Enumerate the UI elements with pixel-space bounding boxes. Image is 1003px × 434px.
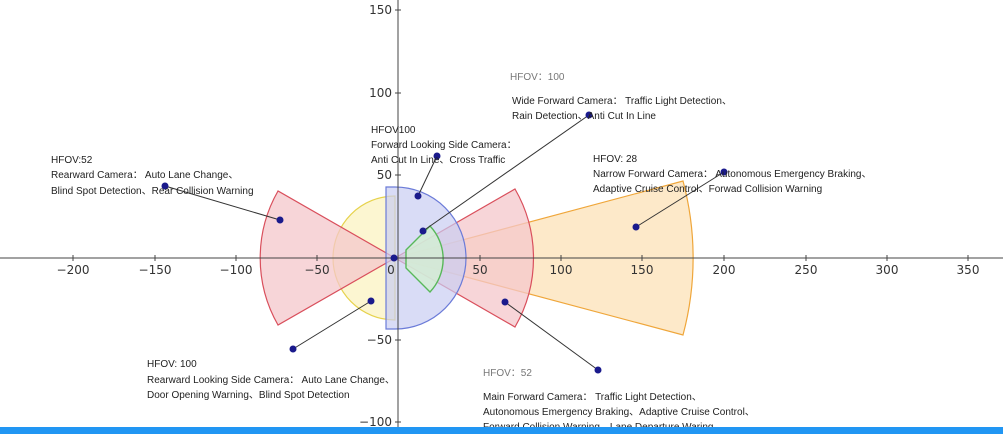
narrow-hfov: HFOV: 28 (593, 154, 638, 165)
x-tick-label: −50 (304, 263, 329, 277)
side-forward-line2: Anti Cut In Line、Cross Traffic (371, 155, 505, 166)
leader-wide (422, 114, 590, 232)
side-forward-line1: Forward Looking Side Camera： (371, 140, 517, 151)
rearward-label-point (161, 182, 169, 190)
annotation-rear-side: HFOV: 100 Rearward Looking Side Camera： … (147, 359, 395, 401)
annotation-main: HFOV：52 Main Forward Camera： Traffic Lig… (483, 368, 755, 433)
annotation-narrow: HFOV: 28 Narrow Forward Camera： Autonomo… (593, 154, 871, 195)
x-tick-label: 50 (472, 263, 487, 277)
side-forward-hfov: HFOV100 (371, 125, 416, 136)
rear-side-label-point (289, 345, 297, 353)
rearward-line1: Rearward Camera： Auto Lane Change、 (51, 170, 238, 181)
main-line2: Autonomous Emergency Braking、Adaptive Cr… (483, 407, 755, 418)
y-tick-label: 50 (377, 168, 392, 182)
narrow-line1: Narrow Forward Camera： Autonomous Emerge… (593, 169, 871, 180)
leader-lines (164, 114, 725, 371)
y-tick-label: 150 (369, 3, 392, 17)
annotation-wide: HFOV：100 Wide Forward Camera： Traffic Li… (510, 72, 732, 122)
x-tick-label: 100 (550, 263, 573, 277)
y-tick-label: 100 (369, 86, 392, 100)
narrow-line2: Adaptive Cruise Control、Forwad Collision… (593, 184, 822, 195)
leader-narrow (635, 171, 725, 228)
rearward-sector-point (276, 216, 284, 224)
rear-side-sector-point (367, 297, 375, 305)
main-label-point (594, 366, 602, 374)
wide-label-point (585, 111, 593, 119)
x-tick-labels: −200 −150 −100 −50 0 50 100 150 200 250 … (57, 263, 980, 277)
main-sector-point (501, 298, 509, 306)
leader-rear-side (292, 300, 372, 350)
rear-side-line2: Door Opening Warning、Blind Spot Detectio… (147, 390, 350, 401)
wide-hfov: HFOV：100 (510, 72, 565, 83)
rearward-hfov: HFOV:52 (51, 155, 93, 166)
main-hfov: HFOV：52 (483, 368, 532, 379)
points (161, 111, 728, 374)
wide-line2: Rain Detection、Anti Cut In Line (512, 111, 656, 122)
x-tick-label: −100 (220, 263, 253, 277)
side-label-point (433, 152, 441, 160)
wide-line1: Wide Forward Camera： Traffic Light Detec… (512, 96, 732, 107)
leader-main (504, 301, 599, 371)
forward-side-sector (405, 224, 444, 294)
leader-rearward (164, 185, 281, 221)
annotation-rearward: HFOV:52 Rearward Camera： Auto Lane Chang… (51, 155, 254, 197)
rearward-line2: Blind Spot Detection、Rear Collision Warn… (51, 186, 254, 197)
x-tick-label: −200 (57, 263, 90, 277)
rear-side-hfov: HFOV: 100 (147, 359, 197, 370)
x-tick-label: 0 (387, 263, 395, 277)
narrow-sector-point (632, 223, 640, 231)
x-tick-label: 250 (795, 263, 818, 277)
bottom-accent-bar (0, 427, 1003, 434)
y-tick-label: −100 (359, 415, 392, 429)
rear-side-line1: Rearward Looking Side Camera： Auto Lane … (147, 375, 395, 386)
side-sector-point (414, 192, 422, 200)
x-tick-label: 350 (957, 263, 980, 277)
x-tick-label: 150 (631, 263, 654, 277)
narrow-label-point (720, 168, 728, 176)
leader-side-forward (417, 155, 438, 197)
origin-point (390, 254, 398, 262)
y-tick-label: −50 (367, 333, 392, 347)
x-tick-label: 200 (713, 263, 736, 277)
x-tick-label: −150 (139, 263, 172, 277)
y-tick-labels: 150 100 50 −50 −100 (359, 3, 392, 429)
annotation-side-forward: HFOV100 Forward Looking Side Camera： Ant… (371, 125, 517, 166)
wide-sector-point (419, 227, 427, 235)
main-line1: Main Forward Camera： Traffic Light Detec… (483, 392, 702, 403)
x-tick-label: 300 (876, 263, 899, 277)
